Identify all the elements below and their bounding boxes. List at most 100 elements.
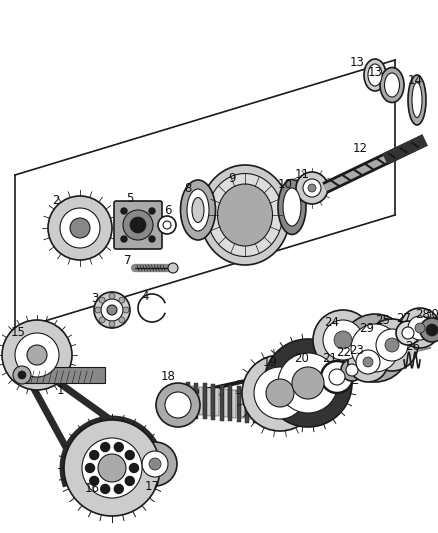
Bar — [190, 386, 194, 414]
Circle shape — [323, 320, 363, 360]
Text: 18: 18 — [161, 369, 176, 383]
Circle shape — [158, 216, 176, 234]
Text: 14: 14 — [407, 74, 423, 86]
Circle shape — [125, 477, 134, 486]
Bar — [253, 387, 258, 423]
Circle shape — [351, 324, 399, 372]
Bar — [224, 389, 228, 417]
Text: 9: 9 — [228, 172, 236, 184]
Circle shape — [149, 208, 155, 214]
Circle shape — [341, 314, 409, 382]
Text: 26: 26 — [406, 341, 420, 353]
Circle shape — [142, 451, 168, 477]
Bar — [228, 385, 232, 422]
Circle shape — [366, 319, 418, 371]
Ellipse shape — [180, 180, 215, 240]
Bar — [207, 387, 211, 416]
Circle shape — [60, 208, 100, 248]
Circle shape — [264, 339, 352, 427]
Text: 10: 10 — [278, 179, 293, 191]
Bar — [232, 390, 237, 418]
Bar — [245, 387, 249, 423]
Text: 7: 7 — [124, 254, 132, 266]
Circle shape — [70, 218, 90, 238]
Circle shape — [254, 367, 306, 419]
Text: 1: 1 — [56, 384, 64, 397]
Circle shape — [149, 236, 155, 242]
Circle shape — [123, 210, 153, 240]
Ellipse shape — [218, 184, 272, 246]
Bar — [203, 383, 207, 419]
Text: 6: 6 — [164, 204, 172, 216]
Circle shape — [114, 484, 124, 494]
Circle shape — [119, 317, 125, 323]
Circle shape — [321, 361, 353, 393]
Circle shape — [109, 293, 115, 299]
Text: 25: 25 — [375, 313, 390, 327]
Circle shape — [101, 484, 110, 494]
Text: 27: 27 — [396, 311, 411, 325]
Text: 20: 20 — [295, 351, 309, 365]
Circle shape — [278, 353, 338, 413]
Text: 23: 23 — [350, 343, 364, 357]
Circle shape — [15, 333, 59, 377]
Ellipse shape — [385, 73, 399, 97]
Circle shape — [2, 320, 72, 390]
Circle shape — [18, 371, 26, 379]
Circle shape — [396, 321, 420, 345]
Ellipse shape — [368, 64, 382, 86]
Circle shape — [149, 458, 161, 470]
Circle shape — [242, 355, 318, 431]
Ellipse shape — [278, 180, 306, 235]
Ellipse shape — [192, 198, 204, 222]
Circle shape — [420, 318, 438, 342]
Text: 16: 16 — [85, 481, 99, 495]
Bar — [194, 383, 198, 419]
Circle shape — [402, 327, 414, 339]
Circle shape — [101, 299, 123, 321]
Circle shape — [101, 442, 110, 451]
Circle shape — [64, 420, 160, 516]
Circle shape — [341, 359, 363, 381]
Ellipse shape — [364, 59, 386, 91]
Circle shape — [296, 172, 328, 204]
Bar — [20, 367, 105, 383]
Circle shape — [400, 308, 438, 348]
Circle shape — [90, 477, 99, 486]
Circle shape — [99, 317, 105, 323]
Circle shape — [13, 366, 31, 384]
Circle shape — [121, 208, 127, 214]
Circle shape — [303, 179, 321, 197]
Ellipse shape — [200, 165, 290, 265]
Circle shape — [165, 392, 191, 418]
Bar — [186, 382, 190, 418]
Ellipse shape — [187, 189, 209, 231]
Text: 21: 21 — [322, 351, 338, 365]
Text: 19: 19 — [262, 357, 278, 369]
Circle shape — [114, 442, 124, 451]
Circle shape — [90, 450, 99, 459]
Circle shape — [308, 184, 316, 192]
Text: 15: 15 — [11, 327, 25, 340]
Text: 22: 22 — [336, 346, 352, 359]
Circle shape — [163, 221, 171, 229]
Bar — [220, 385, 224, 421]
Circle shape — [85, 464, 95, 472]
Circle shape — [426, 324, 438, 336]
Text: 11: 11 — [294, 168, 310, 182]
Circle shape — [98, 454, 126, 482]
Circle shape — [48, 196, 112, 260]
Circle shape — [94, 292, 130, 328]
Text: 5: 5 — [126, 191, 134, 205]
Circle shape — [125, 450, 134, 459]
Circle shape — [107, 305, 117, 315]
Text: 24: 24 — [325, 316, 339, 328]
Bar — [241, 390, 245, 418]
Circle shape — [82, 438, 142, 498]
Circle shape — [130, 464, 138, 472]
Circle shape — [329, 369, 345, 385]
Circle shape — [385, 338, 399, 352]
Text: 13: 13 — [350, 55, 364, 69]
Bar — [211, 384, 215, 420]
Circle shape — [292, 367, 324, 399]
